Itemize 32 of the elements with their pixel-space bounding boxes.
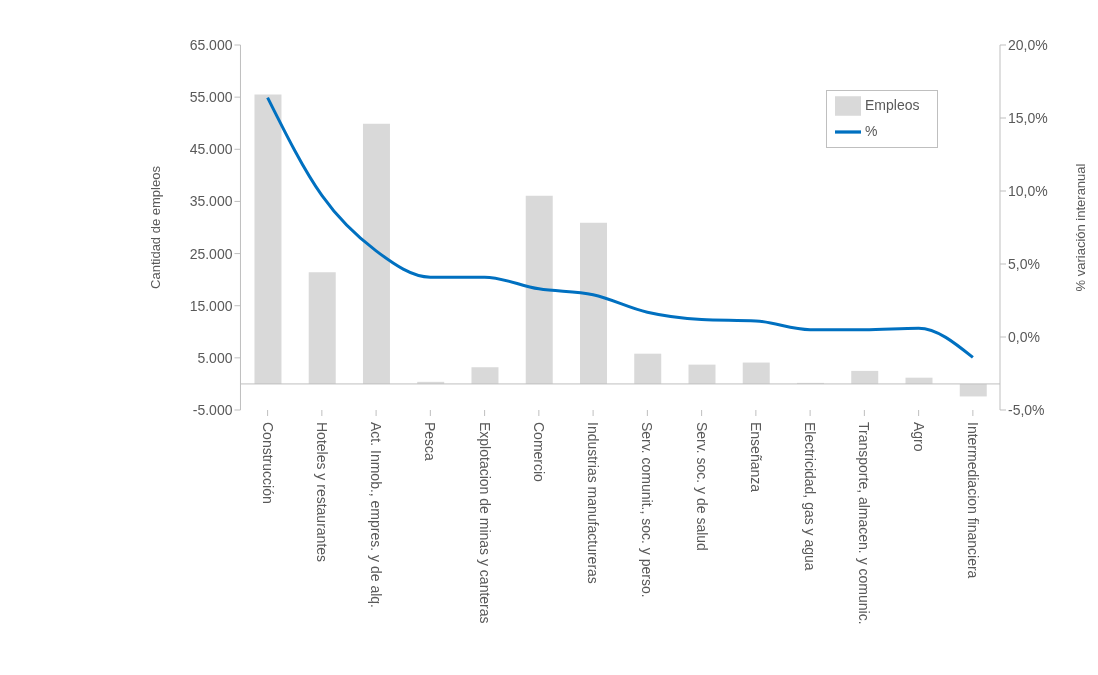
y2-axis-title: % variación interanual bbox=[1072, 163, 1088, 292]
y-axis-title: Cantidad de empleos bbox=[148, 165, 164, 289]
y2-tick-label: 10,0% bbox=[1008, 182, 1048, 199]
x-tick-label: Electricidad, gas y agua bbox=[802, 422, 819, 571]
x-tick-label: Explotacion de minas y canteras bbox=[476, 422, 493, 624]
x-tick-label: Hoteles y restaurantes bbox=[313, 422, 330, 563]
y2-tick-label: 0,0% bbox=[1008, 328, 1040, 345]
x-tick-label: Intermediacion financiera bbox=[964, 422, 981, 579]
y-tick-label: 55.000 bbox=[189, 89, 233, 106]
y2-tick-label: 15,0% bbox=[1008, 109, 1048, 126]
x-tick-label: Construcción bbox=[259, 422, 276, 504]
y-tick-label: 5.000 bbox=[197, 349, 233, 366]
legend-label: % bbox=[865, 122, 878, 139]
y-tick-label: -5.000 bbox=[192, 401, 233, 418]
y2-tick-label: 5,0% bbox=[1008, 255, 1040, 272]
x-tick-label: Enseñanza bbox=[747, 422, 764, 493]
y2-tick-label: -5,0% bbox=[1008, 401, 1045, 418]
y-tick-label: 65.000 bbox=[189, 36, 233, 53]
y-tick-label: 15.000 bbox=[189, 297, 233, 314]
y-tick-label: 25.000 bbox=[189, 245, 233, 262]
x-tick-label: Comercio bbox=[530, 422, 547, 483]
x-tick-label: Transporte, almacen. y comunic. bbox=[856, 422, 873, 625]
x-tick-label: Serv. soc. y de salud bbox=[693, 422, 710, 551]
y2-tick-label: 20,0% bbox=[1008, 36, 1048, 53]
x-tick-label: Serv. comunit., soc. y perso. bbox=[639, 422, 656, 598]
x-tick-label: Act. Inmob., empres. y de alq. bbox=[368, 422, 385, 608]
x-tick-label: Pesca bbox=[422, 422, 439, 462]
x-tick-label: Agro bbox=[910, 422, 927, 452]
legend-label: Empleos bbox=[865, 96, 920, 113]
y-tick-label: 45.000 bbox=[189, 141, 233, 158]
y-tick-label: 35.000 bbox=[189, 193, 233, 210]
x-tick-label: Industrias manufactureras bbox=[585, 422, 602, 584]
